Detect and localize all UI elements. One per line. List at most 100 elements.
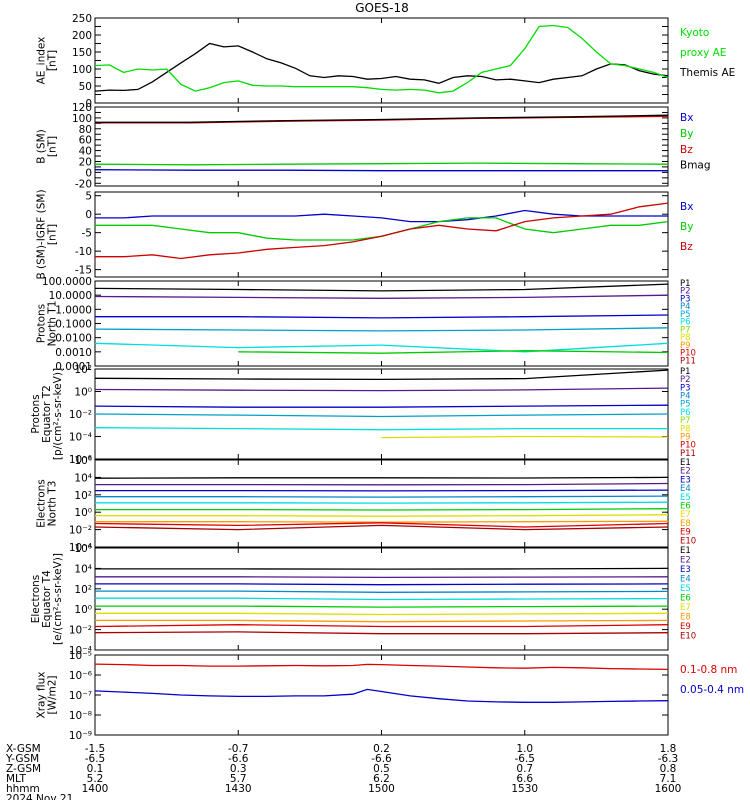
- y-tick-label: -5: [82, 228, 92, 240]
- y-tick-label: 0.0100: [55, 333, 92, 345]
- y-tick-label: 10⁰: [74, 507, 92, 519]
- y-tick-label: 40: [79, 146, 92, 158]
- y-axis-label: AE_index: [36, 37, 48, 85]
- legend-entry: P2: [680, 375, 691, 385]
- series-line-P1: [94, 283, 669, 292]
- y-tick-label: 150: [72, 47, 92, 59]
- legend-entry: P3: [680, 294, 691, 304]
- legend-entry: P1: [680, 279, 691, 289]
- footer-value: 6.2: [373, 773, 390, 785]
- y-axis-label: Xray flux: [36, 672, 48, 719]
- legend-entry: 0.05-0.4 nm: [680, 684, 744, 696]
- footer-value: 5.2: [87, 773, 104, 785]
- series-line-E8: [95, 520, 669, 523]
- series-line-E8: [95, 619, 669, 623]
- legend-entry: P6: [680, 408, 691, 418]
- series-line-By: [94, 162, 669, 166]
- legend-entry: E5: [680, 584, 691, 594]
- panel-frame: [94, 368, 669, 460]
- footer-value: 0.2: [373, 743, 390, 755]
- series-line-E5: [95, 597, 669, 601]
- footer-value: 1.8: [660, 743, 677, 755]
- y-tick-label: 10⁻⁸: [69, 710, 92, 722]
- legend-entry: P8: [680, 424, 691, 434]
- series-line-0.1-0.8 nm: [94, 663, 669, 671]
- y-tick-label: 100: [72, 113, 92, 125]
- y-tick-label: 10⁴: [74, 563, 92, 575]
- legend-entry: Kyoto: [680, 27, 709, 39]
- series-line-E6: [95, 605, 669, 608]
- footer-value: 0.7: [516, 763, 533, 775]
- y-axis-label: [nT]: [47, 224, 59, 245]
- y-tick-label: 10⁻²: [69, 625, 92, 637]
- legend-entry: E7: [680, 603, 691, 613]
- y-axis-label: [e/(cm²-s-sr-keV)]: [52, 553, 64, 645]
- series-line-Bz: [95, 202, 669, 260]
- panel-db: -15 -10 -5 0 5 B (SM)-IGRF (SM) [nT] Bx By Bz: [36, 189, 694, 279]
- series-line-P3: [95, 314, 669, 319]
- legend-entry: E3: [680, 475, 691, 485]
- footer-value: 0.8: [660, 763, 677, 775]
- footer-row-label: X-GSM: [6, 743, 41, 755]
- series-line-E10: [94, 631, 669, 635]
- series-line-E1: [95, 567, 669, 570]
- series-line-E9: [94, 522, 669, 528]
- legend-entry: P9: [680, 341, 691, 351]
- legend-entry: P6: [680, 318, 691, 328]
- legend-entry: P10: [680, 349, 696, 359]
- footer-value: 1500: [368, 783, 395, 795]
- y-axis-label: North T3: [47, 481, 59, 527]
- y-tick-label: 10²: [74, 490, 92, 502]
- panel-frame: [94, 17, 669, 104]
- series-line-P7: [238, 350, 669, 354]
- panel-pnorth: 0.0001 0.0010 0.0100 0.1000 1.0000 10.0000 100…: [36, 276, 696, 373]
- series-line-Kyoto proxy AE: [94, 24, 669, 94]
- y-tick-label: 10⁴: [74, 472, 92, 484]
- legend-entry: E6: [680, 594, 691, 604]
- y-tick-label: 120: [72, 102, 92, 114]
- panel-eeq: 10⁻⁴ 10⁻² 10⁰ 10² 10⁴ 10⁶ Electrons Equator T4[…: [30, 543, 696, 657]
- legend-entry: P5: [680, 400, 691, 410]
- y-axis-label: [nT]: [47, 136, 59, 157]
- legend-entry: Bz: [680, 144, 693, 156]
- footer-value: 0.5: [373, 763, 390, 775]
- footer-row-label: Y-GSM: [5, 753, 39, 765]
- legend-entry: E5: [680, 493, 691, 503]
- legend-entry: P8: [680, 333, 691, 343]
- y-tick-label: -15: [75, 265, 92, 277]
- y-axis-label: Equator T2: [41, 385, 53, 443]
- y-axis-label: Equator T4: [41, 570, 53, 628]
- series-line-P2: [94, 387, 669, 392]
- y-axis-label: B (SM)-IGRF (SM): [36, 189, 48, 279]
- legend-entry: Bx: [680, 201, 693, 213]
- footer-value: 1.0: [516, 743, 533, 755]
- y-tick-label: 60: [79, 135, 92, 147]
- legend-entry: P3: [680, 383, 691, 393]
- series-line-E3: [95, 583, 669, 586]
- legend-entry: E4: [680, 484, 691, 494]
- y-tick-label: 5: [85, 191, 92, 203]
- legend-entry: P5: [680, 310, 691, 320]
- footer-value: -6.6: [371, 753, 392, 765]
- panel-peq: 10⁻⁶ 10⁻⁴ 10⁻² 10⁰ 10² Protons Equator T2 [p/(c…: [30, 364, 696, 466]
- y-axis-label: [nT]: [47, 50, 59, 71]
- series-line-E2: [95, 482, 669, 486]
- legend-entry: P4: [680, 302, 691, 312]
- footer-value: 7.1: [660, 773, 677, 785]
- series-line-E1: [94, 476, 669, 479]
- y-tick-label: 0.0001: [55, 361, 92, 373]
- series-line-Bmag: [95, 114, 669, 123]
- legend-entry: P4: [680, 392, 691, 402]
- footer-value: 0.1: [87, 763, 104, 775]
- legend-entry: Bmag: [680, 160, 711, 172]
- y-tick-label: 0: [85, 209, 92, 221]
- series-line-E10: [94, 524, 669, 531]
- legend-entry: Bz: [680, 241, 693, 253]
- y-tick-label: 10⁻⁷: [69, 690, 92, 702]
- legend-entry: P1: [680, 367, 691, 377]
- panel-ae: 0 50 100 150 200 250 AE_index [nT] Kyoto proxy AE…: [36, 13, 736, 110]
- y-tick-label: 10⁶: [74, 543, 92, 555]
- y-tick-label: 10²: [74, 364, 92, 376]
